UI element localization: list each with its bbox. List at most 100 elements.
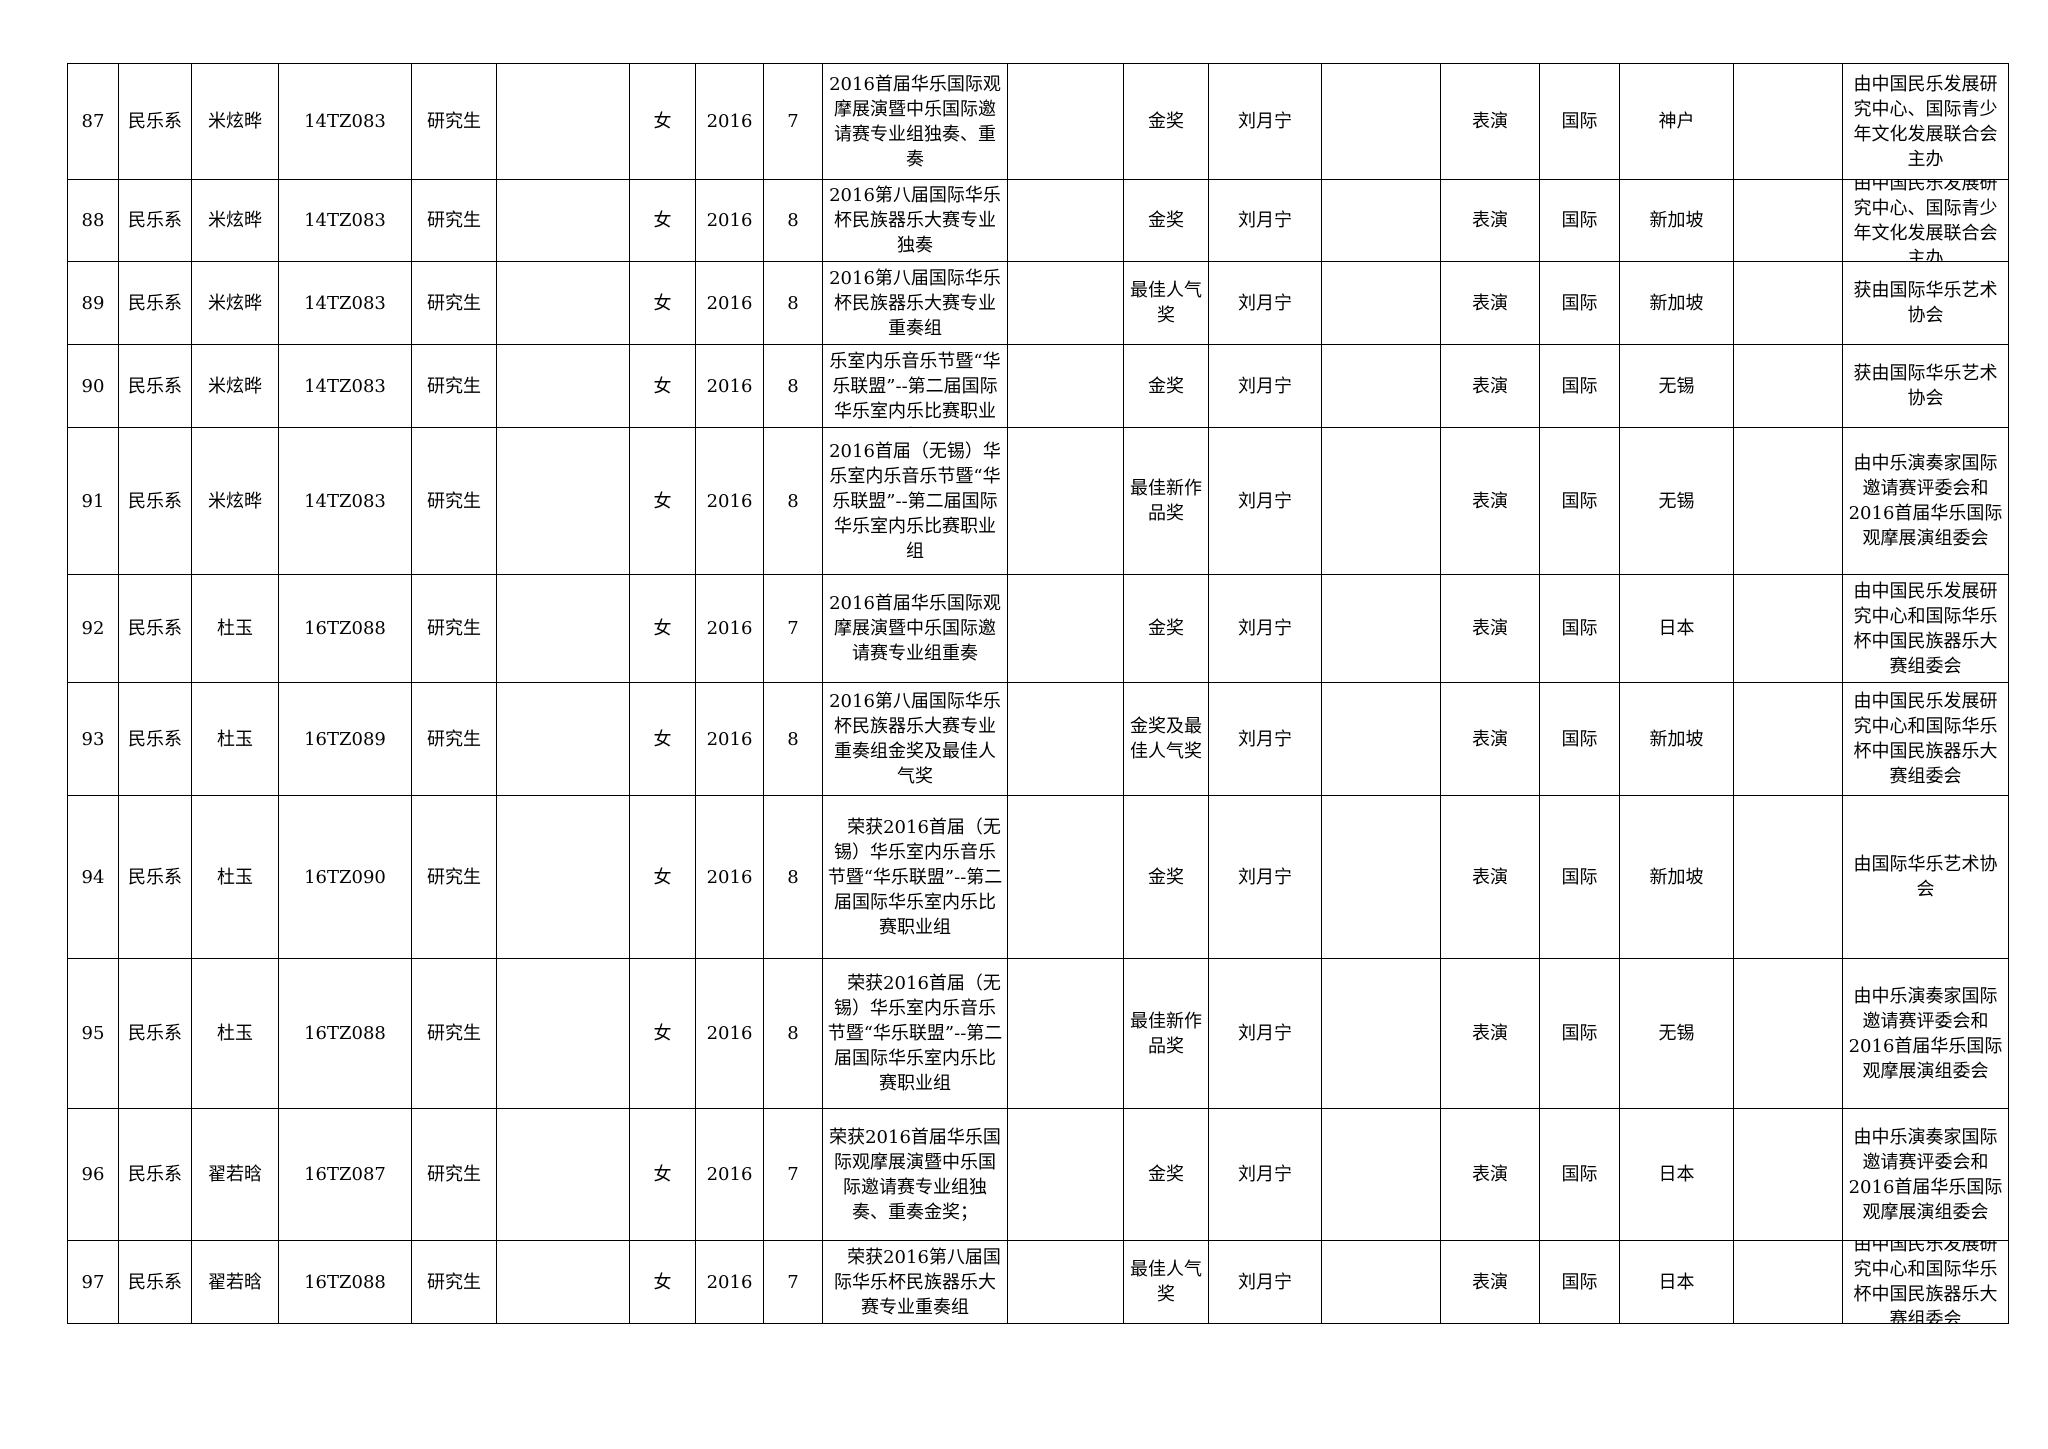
cell-degree-level: 研究生 bbox=[411, 1108, 497, 1241]
cell-year: 2016 bbox=[695, 795, 764, 959]
cell-blank-c bbox=[1321, 63, 1441, 180]
cell-degree-level: 研究生 bbox=[411, 179, 497, 262]
cell-scope: 国际 bbox=[1539, 682, 1620, 796]
student-id-text: 16TZ090 bbox=[304, 866, 386, 888]
row-number-text: 91 bbox=[81, 490, 105, 512]
organizer-text: 由国际华乐艺术协会 bbox=[1853, 854, 1998, 900]
cell-blank-d bbox=[1733, 682, 1843, 796]
cell-row-number: 87 bbox=[67, 63, 119, 180]
cell-advisor: 刘月宁 bbox=[1208, 795, 1322, 959]
organizer-text: 获由国际华乐艺术协会 bbox=[1853, 363, 1998, 409]
cell-blank-a bbox=[496, 344, 630, 428]
cell-row-number: 96 bbox=[67, 1108, 119, 1241]
cell-organizer: 获由国际华乐艺术协会 bbox=[1842, 261, 2009, 345]
location-text: 日本 bbox=[1658, 1271, 1695, 1293]
student-id-text: 14TZ083 bbox=[304, 375, 386, 397]
cell-award: 金奖 bbox=[1123, 795, 1209, 959]
location-text: 无锡 bbox=[1658, 375, 1695, 397]
cell-month: 8 bbox=[763, 261, 823, 345]
competition-name-text: 荣获2016首届（无锡）华乐室内乐音乐节暨“华乐联盟”--第二届国际华乐室内乐比… bbox=[827, 816, 1003, 938]
cell-blank-a bbox=[496, 958, 630, 1109]
cell-row-number: 97 bbox=[67, 1240, 119, 1324]
department-text: 民乐系 bbox=[128, 292, 182, 314]
organizer-text: 由中乐演奏家国际邀请赛评委会和2016首届华乐国际观摩展演组委会 bbox=[1848, 985, 2003, 1082]
cell-student-id: 16TZ088 bbox=[278, 574, 412, 683]
cell-gender: 女 bbox=[629, 958, 696, 1109]
cell-blank-b bbox=[1007, 574, 1124, 683]
organizer-text: 由中乐演奏家国际邀请赛评委会和2016首届华乐国际观摩展演组委会 bbox=[1848, 453, 2003, 549]
cell-competition-name: 2016第八届国际华乐杯民族器乐大赛专业独奏 bbox=[822, 179, 1008, 262]
cell-year: 2016 bbox=[695, 1240, 764, 1324]
cell-organizer: 由中乐演奏家国际邀请赛评委会和2016首届华乐国际观摩展演组委会 bbox=[1842, 1108, 2009, 1241]
degree-level-text: 研究生 bbox=[427, 1164, 481, 1185]
cell-row-number: 93 bbox=[67, 682, 119, 796]
cell-degree-level: 研究生 bbox=[411, 574, 497, 683]
cell-blank-a bbox=[496, 795, 630, 959]
table-row: 91 民乐系 米炫晔 14TZ083 研究生 女 2016 8 2016首届（无锡）华乐室内乐音… bbox=[67, 427, 2009, 575]
gender-text: 女 bbox=[653, 111, 672, 132]
location-text: 无锡 bbox=[1658, 1023, 1695, 1044]
department-text: 民乐系 bbox=[128, 210, 182, 231]
cell-organizer: 由中乐演奏家国际邀请赛评委会和2016首届华乐国际观摩展演组委会 bbox=[1842, 427, 2009, 575]
cell-blank-c bbox=[1321, 682, 1441, 796]
category-text: 表演 bbox=[1472, 375, 1508, 397]
award-text: 最佳人气奖 bbox=[1130, 1259, 1202, 1305]
cell-row-number: 95 bbox=[67, 958, 119, 1109]
cell-department: 民乐系 bbox=[118, 427, 192, 575]
month-text: 7 bbox=[787, 618, 799, 639]
cell-location: 日本 bbox=[1619, 1240, 1734, 1324]
location-text: 新加坡 bbox=[1649, 210, 1704, 231]
table-row: 96 民乐系 翟若晗 16TZ087 研究生 女 2016 7 荣获2016首届华乐国际观摩展演… bbox=[67, 1108, 2009, 1241]
cell-department: 民乐系 bbox=[118, 63, 192, 180]
year-text: 2016 bbox=[706, 111, 753, 132]
award-text: 金奖 bbox=[1148, 1164, 1184, 1185]
cell-degree-level: 研究生 bbox=[411, 261, 497, 345]
cell-blank-b bbox=[1007, 344, 1124, 428]
cell-scope: 国际 bbox=[1539, 261, 1620, 345]
cell-student-id: 14TZ083 bbox=[278, 344, 412, 428]
competition-name-text: 2016第八届国际华乐杯民族器乐大赛专业独奏 bbox=[829, 185, 1001, 256]
month-text: 8 bbox=[787, 292, 799, 314]
advisor-text: 刘月宁 bbox=[1238, 1023, 1292, 1044]
cell-gender: 女 bbox=[629, 574, 696, 683]
cell-month: 7 bbox=[763, 574, 823, 683]
category-text: 表演 bbox=[1472, 292, 1508, 314]
table-row: 97 民乐系 翟若晗 16TZ088 研究生 女 2016 7 荣获2016第八届国际华乐杯民… bbox=[67, 1240, 2009, 1324]
cell-blank-c bbox=[1321, 1240, 1441, 1324]
department-text: 民乐系 bbox=[128, 618, 182, 639]
advisor-text: 刘月宁 bbox=[1238, 618, 1292, 639]
cell-award: 金奖 bbox=[1123, 179, 1209, 262]
scope-text: 国际 bbox=[1561, 866, 1598, 888]
cell-competition-name: 2016第八届国际华乐杯民族器乐大赛专业重奏组 bbox=[822, 261, 1008, 345]
cell-row-number: 92 bbox=[67, 574, 119, 683]
row-number-text: 88 bbox=[81, 210, 105, 231]
advisor-text: 刘月宁 bbox=[1238, 1164, 1292, 1185]
cell-competition-name: 2016首届（无锡）华乐室内乐音乐节暨“华乐联盟”--第二届国际华乐室内乐比赛职… bbox=[822, 344, 1008, 428]
cell-blank-d bbox=[1733, 344, 1843, 428]
cell-advisor: 刘月宁 bbox=[1208, 344, 1322, 428]
cell-year: 2016 bbox=[695, 574, 764, 683]
cell-department: 民乐系 bbox=[118, 1108, 192, 1241]
row-number-text: 90 bbox=[81, 375, 105, 397]
month-text: 8 bbox=[787, 728, 799, 750]
organizer-text: 由中乐演奏家国际邀请赛评委会和2016首届华乐国际观摩展演组委会 bbox=[1848, 1126, 2003, 1223]
cell-competition-name: 荣获2016第八届国际华乐杯民族器乐大赛专业重奏组 bbox=[822, 1240, 1008, 1324]
student-id-text: 14TZ083 bbox=[304, 490, 386, 512]
cell-blank-a bbox=[496, 1108, 630, 1241]
cell-student-id: 14TZ083 bbox=[278, 179, 412, 262]
category-text: 表演 bbox=[1472, 866, 1508, 888]
cell-blank-d bbox=[1733, 1108, 1843, 1241]
cell-blank-d bbox=[1733, 63, 1843, 180]
department-text: 民乐系 bbox=[128, 1023, 182, 1044]
year-text: 2016 bbox=[706, 490, 753, 512]
cell-month: 8 bbox=[763, 795, 823, 959]
organizer-text: 由中国民乐发展研究中心、国际青少年文化发展联合会主办 bbox=[1853, 180, 1998, 261]
cell-award: 金奖 bbox=[1123, 63, 1209, 180]
cell-location: 无锡 bbox=[1619, 958, 1734, 1109]
scope-text: 国际 bbox=[1561, 1164, 1598, 1185]
cell-student-name: 翟若晗 bbox=[191, 1240, 279, 1324]
student-name-text: 翟若晗 bbox=[208, 1164, 262, 1185]
cell-gender: 女 bbox=[629, 344, 696, 428]
table-row: 89 民乐系 米炫晔 14TZ083 研究生 女 2016 8 2016第八届国际华乐杯民族器乐… bbox=[67, 261, 2009, 345]
award-text: 金奖 bbox=[1148, 111, 1184, 132]
